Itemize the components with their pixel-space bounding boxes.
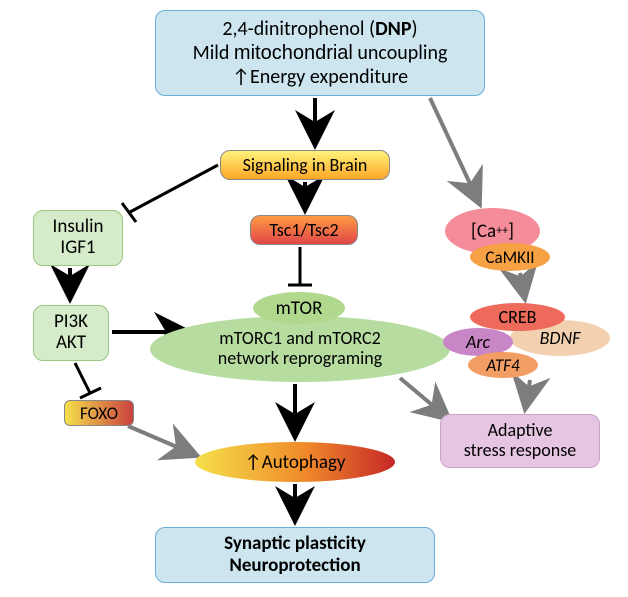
node-camkii: CaMKII — [470, 243, 550, 271]
node-mtor: mTOR — [253, 292, 345, 324]
node-tsc: Tsc1/Tsc2 — [250, 215, 358, 245]
ca-c: ] — [508, 220, 514, 243]
ca-a: [Ca — [471, 220, 496, 243]
insulin-l1: Insulin — [53, 217, 104, 238]
bdnf-text: BDNF — [540, 327, 581, 349]
mtorc-l2: network reprograming — [218, 349, 382, 369]
node-atf4: ATF4 — [468, 352, 538, 378]
foxo-text: FOXO — [80, 403, 118, 424]
node-insulin: Insulin IGF1 — [33, 210, 123, 266]
node-foxo: FOXO — [64, 400, 134, 426]
node-pi3k: PI3K AKT — [33, 305, 109, 361]
top-line3: ↑Energy expenditure — [232, 65, 408, 89]
pi3k-l1: PI3K — [54, 312, 88, 333]
top-line2a: Mild — [193, 41, 234, 65]
node-creb: CREB — [470, 303, 565, 331]
top-line2b: mitochondrial — [234, 42, 353, 64]
pi3k-l2: AKT — [56, 333, 86, 354]
adaptive-l2: stress response — [464, 441, 576, 461]
atf4-text: ATF4 — [486, 355, 519, 376]
bottom-l1: Synaptic plasticity — [224, 533, 366, 555]
node-adaptive: Adaptive stress response — [440, 414, 600, 468]
mtor-text: mTOR — [276, 297, 323, 320]
arc-text: Arc — [466, 331, 490, 353]
camkii-text: CaMKII — [485, 247, 534, 268]
bottom-l2: Neuroprotection — [229, 555, 360, 577]
node-top: 2,4-dinitrophenol (DNP) Mild mitochondri… — [155, 10, 485, 96]
creb-text: CREB — [499, 306, 537, 328]
autophagy-text: ↑Autophagy — [245, 451, 346, 474]
node-mtorc: mTORC1 and mTORC2 network reprograming — [150, 316, 450, 382]
signaling-text: Signaling in Brain — [243, 154, 368, 176]
node-signaling: Signaling in Brain — [220, 150, 390, 180]
top-line1c: ) — [412, 17, 418, 41]
insulin-l2: IGF1 — [60, 238, 95, 259]
tsc-text: Tsc1/Tsc2 — [269, 219, 338, 241]
top-line1a: 2,4-dinitrophenol ( — [222, 17, 375, 41]
top-line1b: DNP — [375, 17, 411, 41]
node-autophagy: ↑Autophagy — [195, 442, 395, 482]
top-line2c: uncoupling — [353, 41, 448, 65]
ca-b: ++ — [496, 224, 508, 238]
node-bottom: Synaptic plasticity Neuroprotection — [155, 527, 435, 583]
